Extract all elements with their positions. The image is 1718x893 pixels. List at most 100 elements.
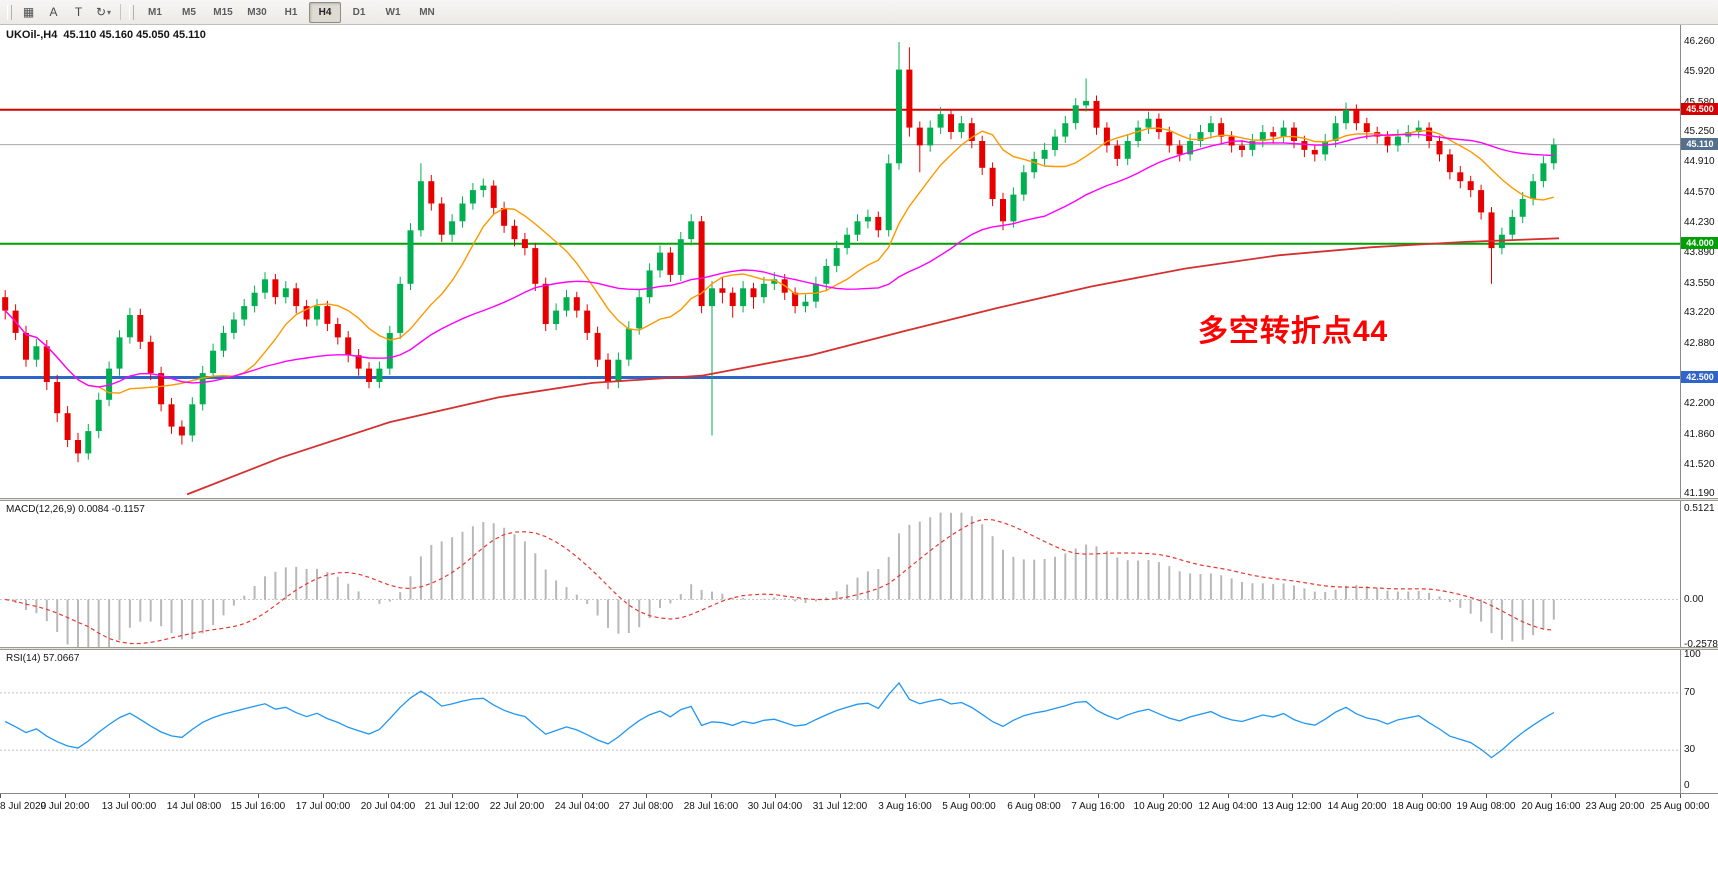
price-axis-label: 41.520 (1684, 459, 1715, 470)
time-axis-tick (582, 794, 583, 798)
text-tool-icon[interactable]: T (74, 5, 83, 19)
time-axis-tick (646, 794, 647, 798)
toolbar-grip[interactable] (7, 4, 12, 20)
price-axis-label: 42.200 (1684, 398, 1715, 409)
chart-annotation-text[interactable]: 多空转折点44 (1197, 314, 1389, 348)
price-tag: 42.500 (1681, 371, 1718, 383)
symbol-label: UKOil-,H4 45.110 45.160 45.050 45.110 (6, 29, 206, 41)
time-axis-label: 23 Aug 20:00 (1585, 801, 1645, 812)
chart-grid-icon[interactable]: ▦ (22, 5, 35, 19)
time-axis-label: 6 Aug 08:00 (1007, 801, 1061, 812)
timeframe-button-w1[interactable]: W1 (385, 6, 401, 18)
time-axis-tick (711, 794, 712, 798)
rsi-chart-canvas[interactable] (0, 650, 1680, 793)
time-axis-tick (0, 794, 1, 798)
time-axis-label: 25 Aug 00:00 (1650, 801, 1710, 812)
time-axis-label: 13 Jul 00:00 (101, 801, 157, 812)
macd-axis-label: -0.2578 (1684, 639, 1718, 650)
timeframe-button-m30[interactable]: M30 (247, 6, 267, 18)
time-axis-tick (1163, 794, 1164, 798)
time-axis-tick (1034, 794, 1035, 798)
chevron-down-icon: ▾ (107, 7, 112, 17)
time-axis-tick (840, 794, 841, 798)
price-axis-label: 43.890 (1684, 247, 1715, 258)
time-axis-label: 28 Jul 16:00 (683, 801, 739, 812)
rsi-axis-label: 0 (1684, 780, 1690, 791)
toolbar: ▦ A T ↻ ▾ M1 M5 M15 M30 H1 H4 D1 W1 MN (0, 0, 1718, 25)
window-separator[interactable] (0, 647, 1718, 650)
time-axis-tick (1422, 794, 1423, 798)
timeframe-button-m15[interactable]: M15 (213, 6, 233, 18)
time-axis-tick (969, 794, 970, 798)
time-axis-tick (452, 794, 453, 798)
macd-axis-label: 0.00 (1684, 594, 1704, 605)
time-axis-label: 24 Jul 04:00 (554, 801, 610, 812)
price-tag: 44.000 (1681, 237, 1718, 249)
price-axis-label: 45.250 (1684, 126, 1715, 137)
time-axis-tick (323, 794, 324, 798)
time-axis-label: 30 Jul 04:00 (747, 801, 803, 812)
price-axis-label: 44.910 (1684, 156, 1715, 167)
template-styles-icon[interactable]: ↻ ▾ (95, 5, 112, 19)
annotation-a-icon[interactable]: A (49, 5, 58, 19)
timeframe-button-h1[interactable]: H1 (284, 6, 298, 18)
time-axis-label: 10 Aug 20:00 (1133, 801, 1193, 812)
time-axis-tick (517, 794, 518, 798)
timeframe-button-m1[interactable]: M1 (148, 6, 162, 18)
time-axis-label: 17 Jul 00:00 (295, 801, 351, 812)
rsi-label: RSI(14) 57.0667 (6, 653, 80, 664)
time-axis-tick (1228, 794, 1229, 798)
time-axis-label: 20 Aug 16:00 (1521, 801, 1581, 812)
time-axis-tick (1551, 794, 1552, 798)
price-scale[interactable]: 46.260 45.920 45.580 45.250 44.910 44.570 44.2… (1680, 25, 1718, 793)
macd-axis-label: 0.5121 (1684, 503, 1715, 514)
time-axis-label: 18 Aug 00:00 (1392, 801, 1452, 812)
time-axis-label: 12 Aug 04:00 (1198, 801, 1258, 812)
toolbar-grip[interactable] (129, 4, 134, 20)
time-axis-tick (775, 794, 776, 798)
timeframe-button-h4[interactable]: H4 (309, 1, 341, 23)
time-axis-tick (258, 794, 259, 798)
rsi-indicator-window[interactable]: RSI(14) 57.0667 (0, 650, 1680, 793)
time-axis-label: 27 Jul 08:00 (618, 801, 674, 812)
time-axis-label: 14 Aug 20:00 (1327, 801, 1387, 812)
price-axis-label: 42.880 (1684, 338, 1715, 349)
rsi-axis-label: 70 (1684, 687, 1696, 698)
symbol-name: UKOil-,H4 (6, 29, 58, 41)
timeframe-button-d1[interactable]: D1 (352, 6, 366, 18)
ohlc-values: 45.110 45.160 45.050 45.110 (63, 29, 206, 41)
time-axis-label: 22 Jul 20:00 (489, 801, 545, 812)
macd-label: MACD(12,26,9) 0.0084 -0.1157 (6, 504, 145, 515)
macd-indicator-window[interactable]: MACD(12,26,9) 0.0084 -0.1157 (0, 501, 1680, 647)
time-axis-tick (1292, 794, 1293, 798)
time-axis-label: 13 Aug 12:00 (1262, 801, 1322, 812)
time-axis-tick (194, 794, 195, 798)
price-axis-label: 46.260 (1684, 36, 1715, 47)
time-axis-tick (65, 794, 66, 798)
timeframe-button-m5[interactable]: M5 (182, 6, 196, 18)
time-axis-tick (129, 794, 130, 798)
time-axis-label: 21 Jul 12:00 (424, 801, 480, 812)
main-chart-window[interactable]: UKOil-,H4 45.110 45.160 45.050 45.110 多空转… (0, 25, 1680, 498)
rsi-axis-label: 100 (1684, 649, 1701, 660)
time-axis-label: 5 Aug 00:00 (942, 801, 996, 812)
time-labels: 8 Jul 2020 9 Jul 20:00 13 Jul 00:00 14 Jul … (0, 794, 1709, 819)
rsi-axis-label: 30 (1684, 744, 1696, 755)
price-tag: 45.110 (1681, 138, 1718, 150)
price-axis-label: 43.550 (1684, 278, 1715, 289)
timeframe-button-mn[interactable]: MN (419, 6, 435, 18)
time-scale[interactable]: 8 Jul 2020 9 Jul 20:00 13 Jul 00:00 14 Jul … (0, 793, 1718, 818)
time-axis-label: 20 Jul 04:00 (360, 801, 416, 812)
time-axis-tick (1098, 794, 1099, 798)
price-axis-label: 43.220 (1684, 307, 1715, 318)
time-axis-label: 19 Aug 08:00 (1456, 801, 1516, 812)
time-axis-label: 14 Jul 08:00 (166, 801, 222, 812)
macd-chart-canvas[interactable] (0, 501, 1680, 647)
candlestick-chart-canvas[interactable] (0, 25, 1680, 498)
time-axis-label: 15 Jul 16:00 (230, 801, 286, 812)
price-axis-label: 41.860 (1684, 429, 1715, 440)
time-axis-tick (905, 794, 906, 798)
window-separator[interactable] (0, 498, 1718, 501)
time-axis-tick (1357, 794, 1358, 798)
time-axis-label: 9 Jul 20:00 (40, 801, 90, 812)
